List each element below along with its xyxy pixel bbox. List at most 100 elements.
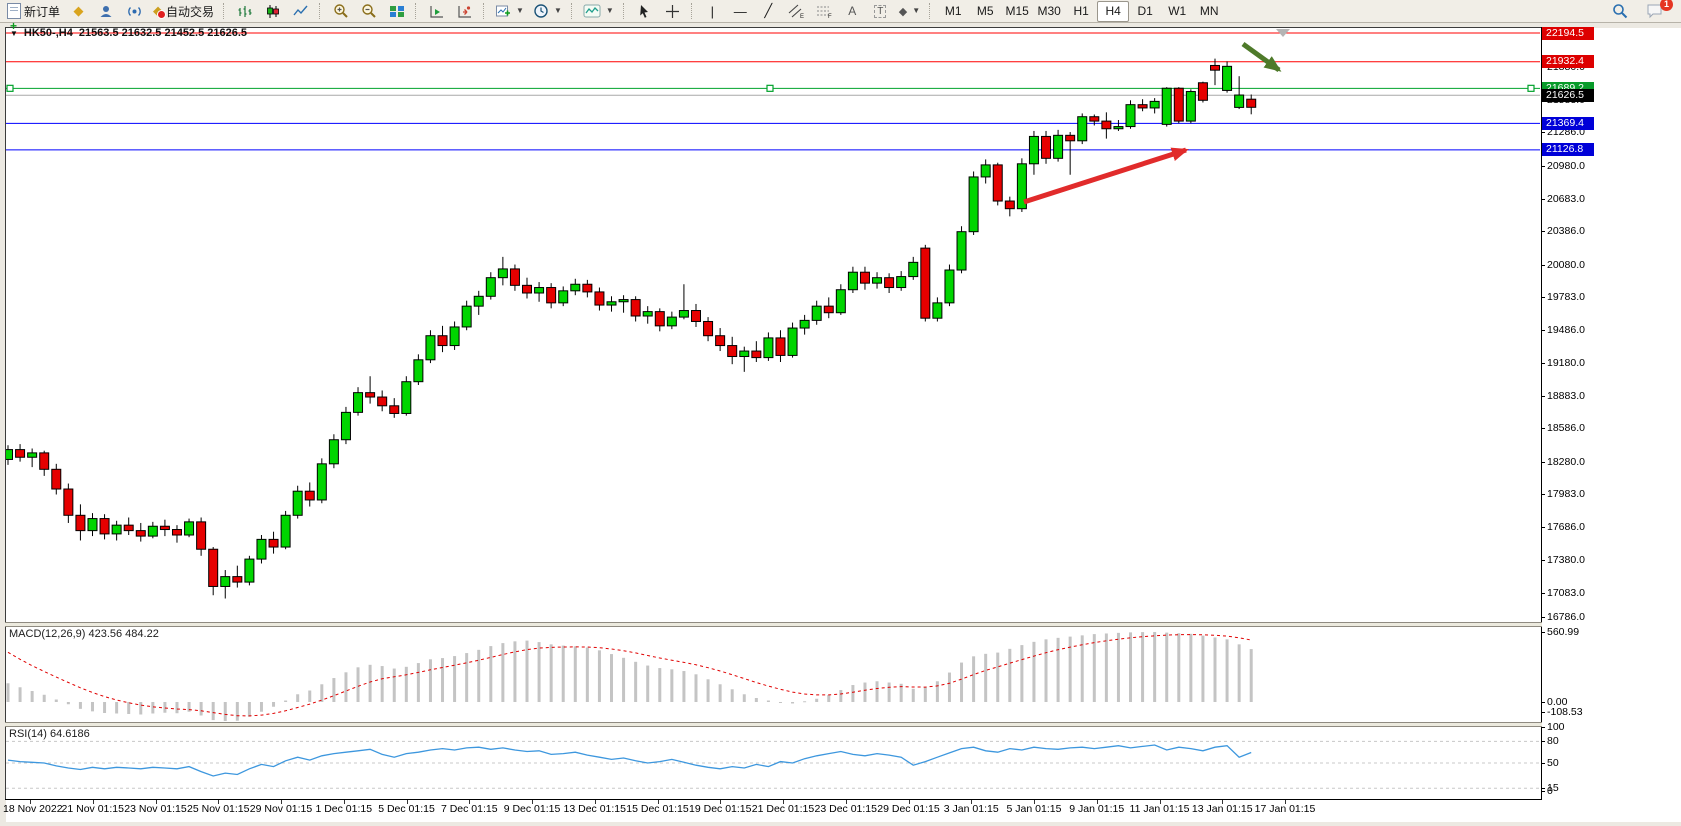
signals-button[interactable] — [121, 1, 148, 22]
rsi-tick-label: 0 — [1547, 785, 1553, 797]
time-label: 17 Jan 01:15 — [1254, 803, 1316, 815]
current-price-label: 21626.5 — [1542, 88, 1594, 102]
macd-name: MACD(12,26,9) — [9, 628, 86, 640]
crosshair-button[interactable] — [659, 1, 686, 22]
arrows-tool-button[interactable]: ◆ ▼ — [895, 1, 924, 22]
time-tick — [406, 800, 408, 804]
indicators-button[interactable]: ▼ — [579, 1, 618, 22]
tile-windows-button[interactable] — [383, 1, 410, 22]
line-chart-icon — [292, 5, 308, 15]
rsi-panel — [6, 740, 1540, 789]
timeframe-M30[interactable]: M30 — [1037, 4, 1061, 18]
zoom-out-button[interactable] — [355, 1, 382, 22]
panel-divider-macd[interactable] — [5, 622, 1542, 627]
timeframe-H1[interactable]: H1 — [1073, 4, 1089, 18]
terminal-button[interactable] — [93, 1, 120, 22]
time-label: 3 Jan 01:15 — [943, 803, 999, 815]
time-label: 5 Jan 01:15 — [1006, 803, 1062, 815]
line-chart-button[interactable] — [287, 1, 314, 22]
time-tick — [281, 800, 282, 804]
line-handle[interactable] — [766, 84, 774, 92]
periods-clock-button[interactable]: ▼ — [529, 1, 566, 22]
fibonacci-icon: F — [816, 6, 832, 19]
price-tick — [1541, 494, 1545, 496]
zoom-out-icon — [361, 4, 376, 18]
chat-button[interactable]: 1 — [1641, 0, 1673, 22]
time-tick — [1285, 800, 1286, 804]
cursor-button[interactable] — [631, 1, 658, 22]
chart-shift-button[interactable] — [451, 1, 478, 22]
line-handle[interactable] — [6, 84, 14, 92]
price-line-label: 22194.5 — [1542, 26, 1594, 40]
text-button[interactable]: A — [839, 1, 866, 22]
zoom-in-button[interactable] — [327, 1, 354, 22]
new-order-button[interactable]: + 新订单 — [3, 1, 64, 32]
horizontal-line-button[interactable]: — — [727, 1, 754, 22]
time-label: 11 Jan 01:15 — [1129, 803, 1190, 815]
price-tick — [1541, 461, 1545, 463]
chart-ohlc-values: 21563.5 21632.5 21452.5 21626.5 — [78, 27, 248, 39]
candles — [6, 58, 1257, 599]
timeframe-H4[interactable]: H4 — [1097, 0, 1130, 22]
separator — [483, 3, 486, 19]
price-axis-line — [1541, 27, 1542, 800]
chart-menu-icon[interactable]: ▼ — [10, 28, 18, 38]
auto-scroll-button[interactable] — [423, 1, 450, 22]
label-button[interactable]: T — [867, 1, 894, 22]
chart-background[interactable] — [6, 28, 1681, 822]
rsi-tick — [1541, 788, 1545, 790]
search-icon — [1612, 4, 1627, 19]
time-label: 7 Dec 01:15 — [440, 803, 498, 815]
price-tick — [1541, 428, 1545, 430]
timeframe-D1[interactable]: D1 — [1137, 4, 1153, 18]
rsi-tick-label: 100 — [1547, 721, 1565, 733]
timeframe-M5[interactable]: M5 — [976, 4, 994, 18]
timeframe-W1[interactable]: W1 — [1168, 4, 1187, 18]
dropdown-caret-icon: ▼ — [605, 6, 614, 15]
new-chart-icon — [496, 5, 511, 16]
channel-icon: E — [788, 4, 804, 19]
price-tick — [1541, 297, 1545, 299]
time-label: 13 Dec 01:15 — [563, 803, 626, 815]
profiles-button[interactable]: ◆ — [65, 1, 92, 22]
rsi-label: RSI(14) 64.6186 — [9, 728, 90, 740]
time-tick — [1222, 800, 1224, 804]
fibonacci-button[interactable]: F — [811, 1, 838, 22]
rsi-value: 64.6186 — [49, 728, 90, 740]
channel-button[interactable]: E — [783, 1, 810, 22]
user-icon — [100, 5, 112, 17]
time-tick — [720, 800, 722, 804]
trendline-button[interactable]: ╱ — [755, 1, 782, 22]
bar-chart-button[interactable] — [231, 1, 258, 22]
autotrading-button[interactable]: ◆ 自动交易 — [149, 1, 218, 22]
green-arrow-annotation[interactable] — [1241, 41, 1282, 73]
red-arrow-annotation[interactable] — [1023, 147, 1189, 205]
price-tick-label: 18883.0 — [1547, 389, 1585, 402]
time-label: 18 Nov 2022 — [3, 803, 63, 815]
timeframe-M15[interactable]: M15 — [1005, 4, 1029, 18]
chart-shift-marker[interactable] — [1276, 29, 1290, 37]
price-tick — [1541, 165, 1545, 167]
time-tick — [218, 800, 220, 804]
price-tick-label: 18586.0 — [1547, 422, 1585, 435]
price-tick-label: 20683.0 — [1547, 192, 1585, 205]
time-label: 9 Dec 01:15 — [503, 803, 561, 815]
price-tick-label: 17083.0 — [1547, 586, 1585, 599]
panel-divider-rsi[interactable] — [5, 722, 1542, 727]
macd-tick — [1541, 712, 1545, 713]
price-tick — [1541, 363, 1545, 365]
line-handle[interactable] — [1527, 84, 1535, 92]
separator — [622, 3, 626, 19]
text-icon: A — [848, 4, 857, 18]
search-button[interactable] — [1606, 1, 1633, 22]
separator — [929, 3, 932, 19]
price-tick-label: 17686.0 — [1547, 520, 1585, 533]
time-label: 5 Dec 01:15 — [378, 803, 435, 815]
new-chart-button[interactable]: ▼ — [491, 1, 528, 22]
macd-signal-line — [7, 634, 1252, 717]
timeframe-MN[interactable]: MN — [1199, 4, 1219, 18]
vertical-line-button[interactable]: | — [699, 1, 726, 22]
timeframe-M1[interactable]: M1 — [944, 4, 962, 18]
candlestick-chart-button[interactable] — [259, 1, 286, 22]
